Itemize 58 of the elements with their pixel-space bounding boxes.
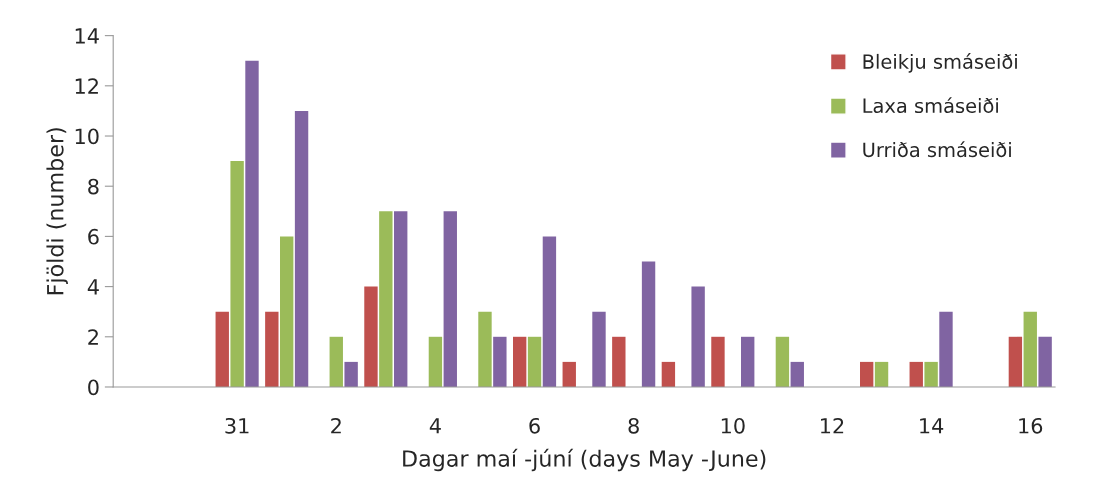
bar [512, 336, 527, 387]
bar [294, 110, 309, 387]
y-tick-label: 6 [88, 228, 99, 245]
x-tick-label: 10 [721, 417, 745, 434]
bar [775, 336, 790, 387]
y-tick-label: 8 [88, 178, 99, 195]
bar [592, 311, 606, 387]
bar [344, 361, 358, 387]
bar [379, 211, 393, 387]
bar [527, 336, 542, 387]
bar [230, 161, 244, 387]
x-tick-label: 14 [920, 418, 944, 434]
bar [691, 286, 705, 387]
bar [245, 60, 259, 387]
x-axis-title: Dagar maí -júní (days May -June) [403, 448, 766, 472]
bar [612, 336, 626, 387]
bar [909, 361, 923, 387]
bar [562, 361, 576, 387]
y-tick-label: 14 [75, 28, 99, 44]
bar [1008, 336, 1023, 387]
bar [1023, 311, 1037, 387]
bar [859, 361, 874, 387]
legend-label: Laxa smáseiði [863, 97, 998, 114]
x-tick-label: 8 [628, 417, 639, 434]
y-tick-label: 0 [88, 379, 99, 396]
bar [443, 211, 457, 387]
legend-label: Bleikju smáseiði [863, 53, 1017, 73]
y-tick-label: 12 [75, 78, 98, 94]
bar [493, 336, 507, 387]
bar [364, 286, 378, 387]
bar [542, 236, 557, 387]
y-tick-label: 4 [87, 279, 99, 295]
bar [428, 336, 443, 387]
bar [741, 336, 755, 387]
bar [661, 361, 676, 387]
y-axis-title: Fjöldi (number) [46, 128, 68, 295]
x-tick-label: 6 [529, 417, 540, 434]
bar [265, 311, 279, 387]
bar [711, 336, 725, 387]
x-tick-label: 31 [225, 417, 249, 434]
y-tick-label: 10 [75, 128, 99, 145]
bar [874, 361, 889, 387]
bar [394, 211, 408, 387]
bar [790, 361, 804, 387]
x-tick-label: 2 [331, 417, 341, 434]
bar [641, 261, 656, 387]
x-tick-label: 4 [429, 418, 441, 434]
x-tick-label: 12 [821, 417, 844, 434]
bar [1038, 336, 1052, 387]
bar [924, 361, 938, 387]
bar [215, 311, 229, 387]
bar [280, 236, 294, 387]
bar [939, 311, 953, 387]
x-tick-label: 16 [1019, 417, 1043, 434]
legend-label: Urriða smáseiði [863, 141, 1011, 158]
bar [478, 311, 492, 387]
y-tick-label: 2 [88, 329, 98, 345]
bar [329, 336, 343, 387]
